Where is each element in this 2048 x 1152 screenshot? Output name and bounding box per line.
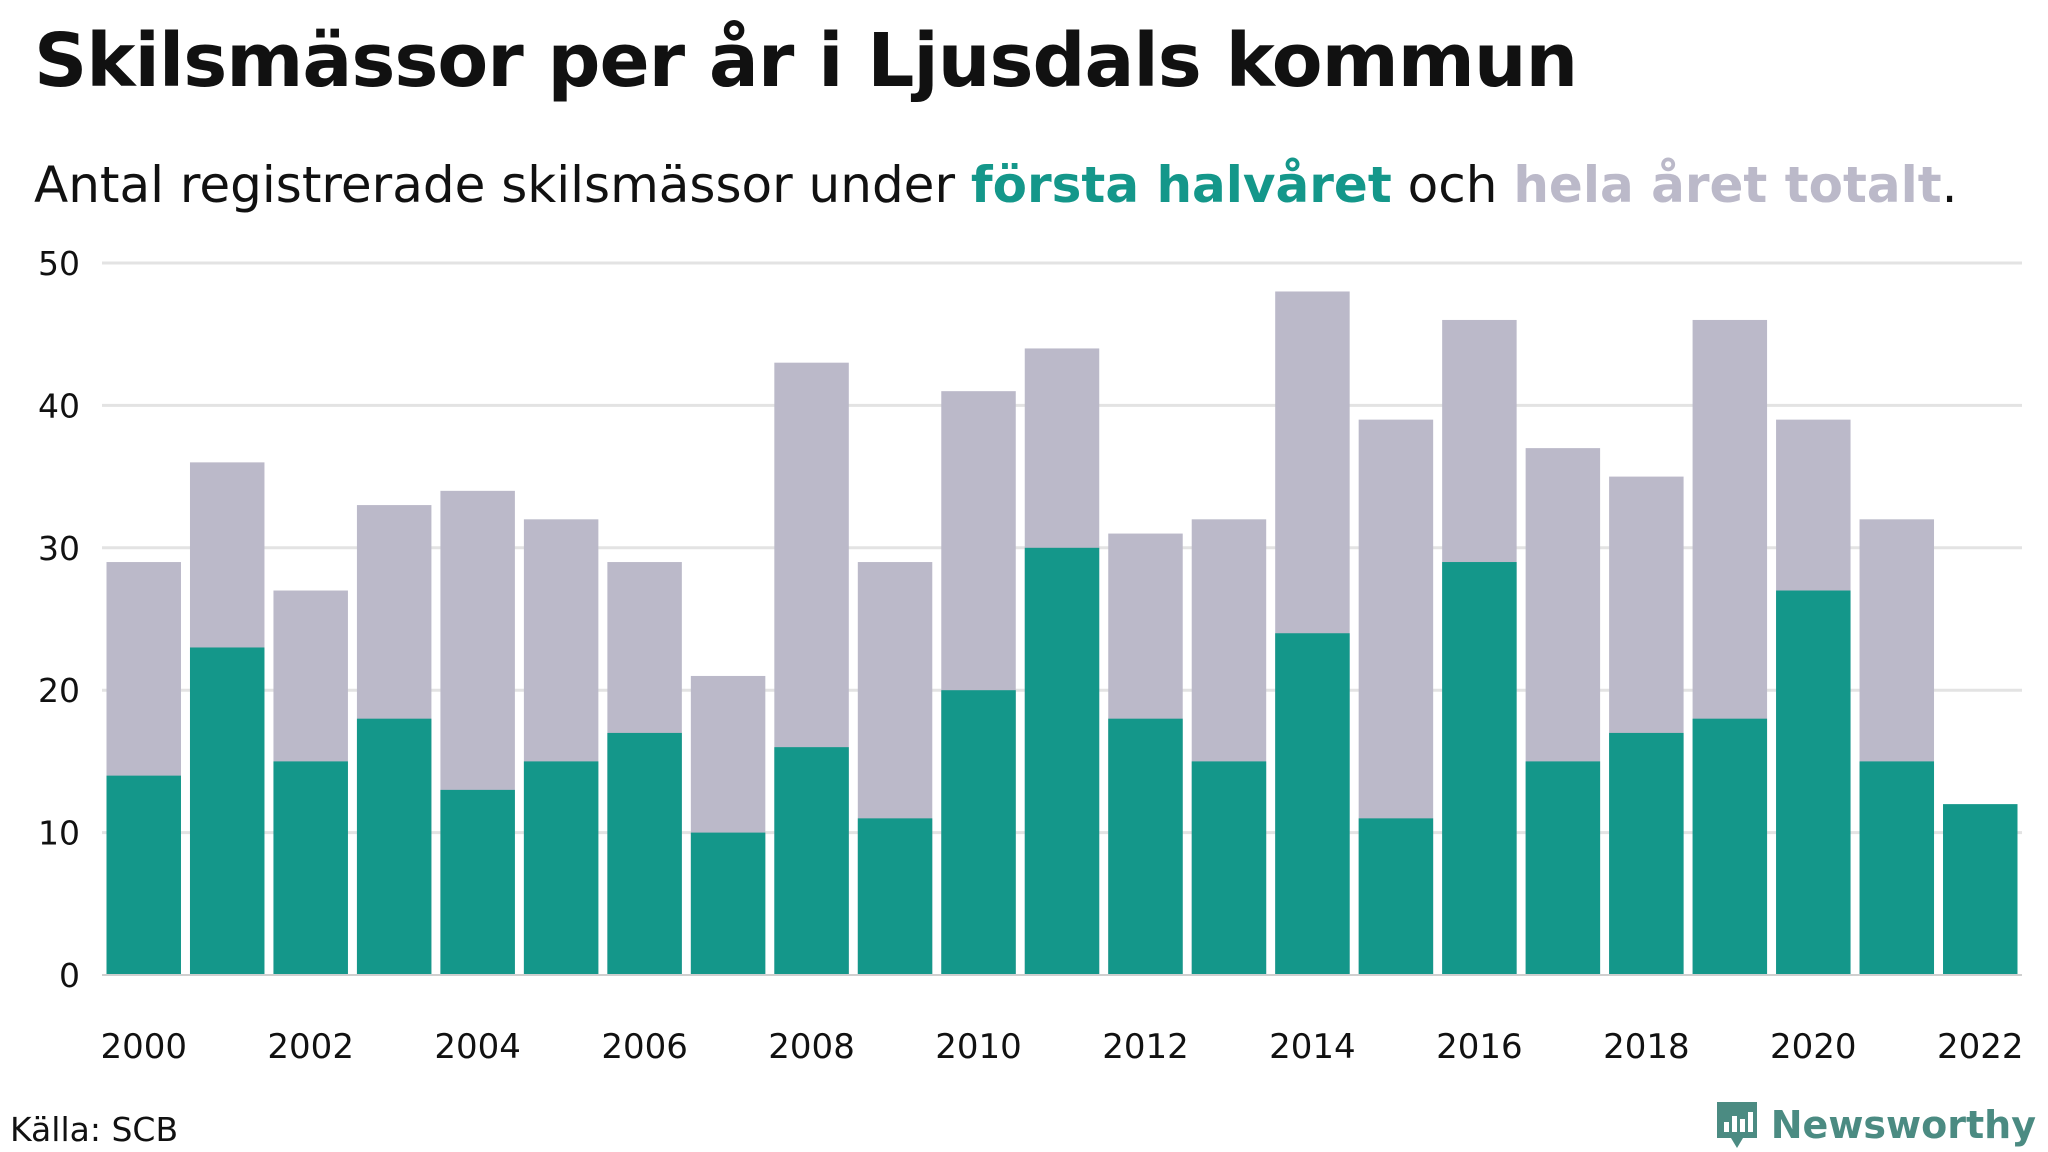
x-tick-label: 2008 bbox=[768, 1027, 855, 1067]
y-tick-label: 40 bbox=[38, 386, 80, 425]
y-tick-label: 10 bbox=[38, 814, 80, 853]
bar-first-half bbox=[1191, 761, 1267, 975]
y-tick-label: 30 bbox=[38, 529, 80, 568]
bar-first-half bbox=[1609, 732, 1684, 975]
newsworthy-logo-icon bbox=[1716, 1102, 1757, 1148]
chart-subtitle: Antal registrerade skilsmässor under för… bbox=[34, 156, 1958, 214]
x-tick-label: 2020 bbox=[1770, 1027, 1857, 1067]
x-tick-label: 2014 bbox=[1269, 1027, 1356, 1067]
bar-first-half bbox=[1275, 633, 1350, 975]
y-tick-label: 50 bbox=[38, 244, 80, 283]
bar-first-half bbox=[1776, 590, 1851, 975]
bar-first-half bbox=[1525, 761, 1601, 975]
bar-first-half bbox=[1859, 761, 1935, 975]
subtitle-text-1: Antal registrerade skilsmässor under bbox=[34, 156, 971, 214]
source-label: Källa: SCB bbox=[10, 1110, 179, 1149]
subtitle-text-3: . bbox=[1941, 156, 1958, 214]
x-tick-label: 2004 bbox=[434, 1027, 521, 1067]
bar-first-half bbox=[1943, 804, 2018, 975]
bar-first-half bbox=[1024, 547, 1100, 975]
legend-first-half: första halvåret bbox=[970, 156, 1392, 214]
legend-total: hela året totalt bbox=[1513, 156, 1942, 214]
brand-name: Newsworthy bbox=[1770, 1103, 2036, 1147]
bar-first-half bbox=[1692, 718, 1768, 975]
bar-first-half bbox=[440, 789, 515, 975]
bar-first-half bbox=[941, 690, 1016, 975]
x-tick-label: 2010 bbox=[935, 1027, 1022, 1067]
x-tick-label: 2022 bbox=[1937, 1027, 2024, 1067]
bar-first-half bbox=[106, 775, 181, 975]
x-tick-label: 2002 bbox=[267, 1027, 354, 1067]
bar-first-half bbox=[1108, 718, 1183, 975]
bar-first-half bbox=[273, 761, 348, 975]
bar-first-half bbox=[523, 761, 599, 975]
bar-first-half bbox=[356, 718, 432, 975]
x-tick-label: 2006 bbox=[601, 1027, 688, 1067]
bar-chart: 0 10 20 30 40 50 2000 2002 2004 2006 2008 2010 2012 2… bbox=[38, 244, 2024, 1067]
y-tick-label: 20 bbox=[38, 671, 80, 710]
x-tick-label: 2012 bbox=[1102, 1027, 1189, 1067]
bar-first-half bbox=[857, 818, 933, 975]
x-tick-label: 2016 bbox=[1436, 1027, 1523, 1067]
subtitle-text-2: och bbox=[1391, 156, 1514, 214]
bar-first-half bbox=[774, 747, 849, 975]
bar-first-half bbox=[189, 647, 265, 975]
x-tick-label: 2000 bbox=[100, 1027, 187, 1067]
bar-first-half bbox=[1442, 562, 1517, 975]
chart-title: Skilsmässor per år i Ljusdals kommun bbox=[34, 18, 1578, 104]
x-tick-label: 2018 bbox=[1603, 1027, 1690, 1067]
bar-first-half bbox=[607, 732, 682, 975]
brand-logo: Newsworthy bbox=[1715, 1100, 2036, 1150]
bar-first-half bbox=[690, 832, 766, 975]
y-tick-label: 0 bbox=[59, 956, 80, 995]
bar-first-half bbox=[1358, 818, 1434, 975]
